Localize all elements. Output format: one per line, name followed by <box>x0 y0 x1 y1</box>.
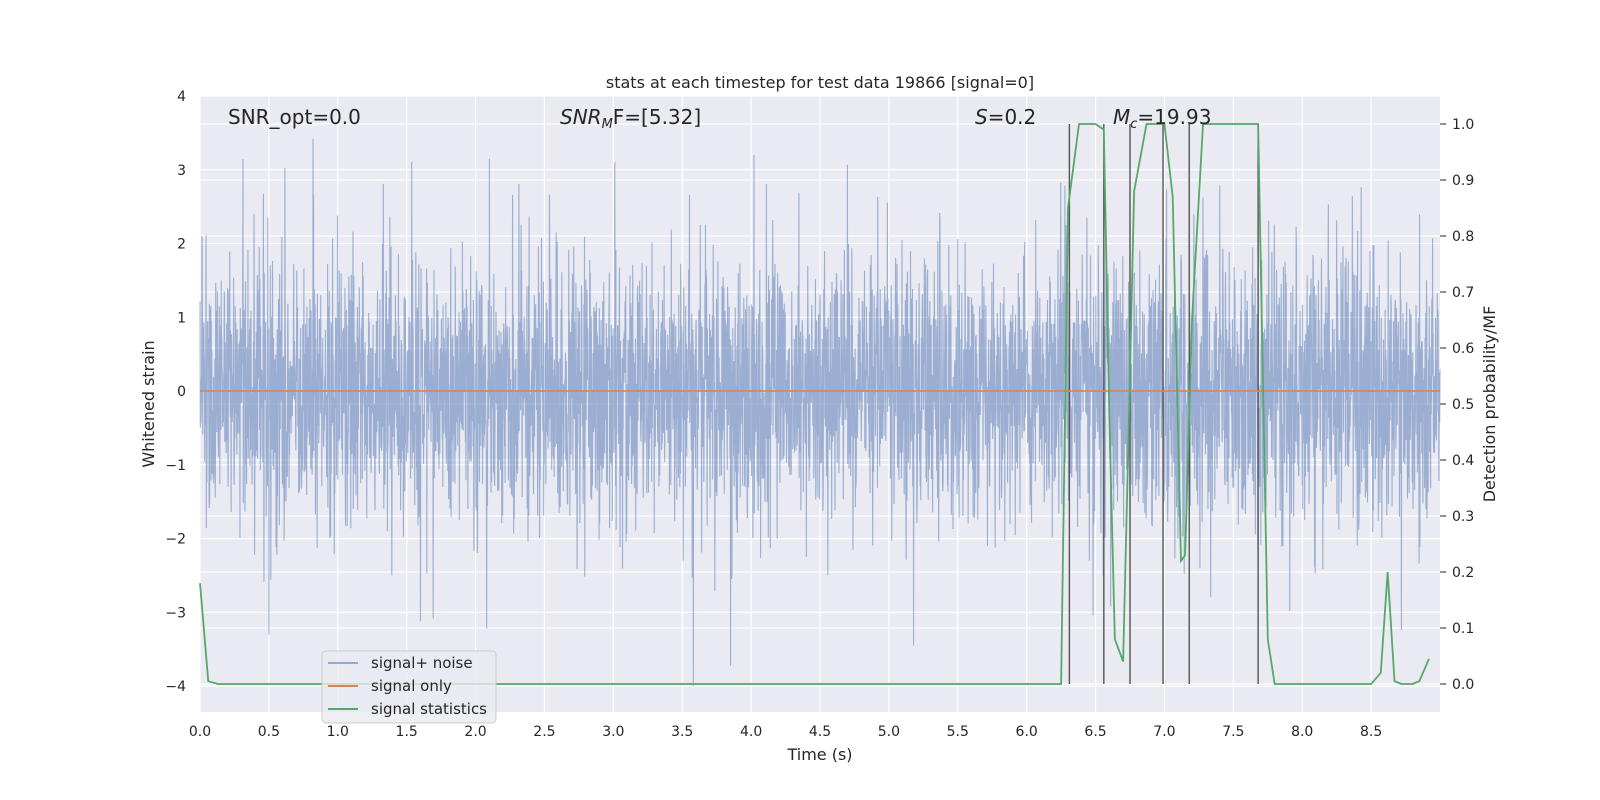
ticks: 0.0 0.5 1.0 1.5 2.0 2.5 3.0 3.5 4.0 4.5 5.0 5.5 6.0 6… <box>165 89 1474 740</box>
x-tick-label: 5.5 <box>947 724 969 740</box>
y-right-tick-label: 0.7 <box>1452 285 1474 301</box>
y-right-tick-label: 1.0 <box>1452 117 1474 133</box>
x-tick-label: 4.5 <box>809 724 831 740</box>
x-tick-label: 0.0 <box>189 724 211 740</box>
y-left-tick-label: −1 <box>165 458 186 474</box>
x-tick-label: 1.0 <box>327 724 349 740</box>
y-right-tick-label: 0.1 <box>1452 621 1474 637</box>
y-left-tick-label: 1 <box>177 310 186 326</box>
legend-label-signal-only: signal only <box>371 677 452 695</box>
x-tick-label: 3.5 <box>671 724 693 740</box>
x-tick-label: 6.5 <box>1084 724 1106 740</box>
y-left-tick-label: 4 <box>177 89 186 105</box>
x-tick-label: 7.5 <box>1222 724 1244 740</box>
signal-noise-line <box>199 138 1441 687</box>
x-tick-label: 4.0 <box>740 724 762 740</box>
s-annotation: S=0.2 <box>975 105 1036 129</box>
y-right-tick-label: 0.6 <box>1452 341 1474 357</box>
x-axis-label: Time (s) <box>786 745 852 764</box>
y-left-tick-label: −3 <box>165 605 186 621</box>
y-left-tick-label: 2 <box>177 237 186 253</box>
x-tick-label: 2.0 <box>464 724 486 740</box>
y-axis-left-label: Whitened strain <box>139 340 158 467</box>
snr-opt-annotation: SNR_opt=0.0 <box>228 105 361 129</box>
x-tick-label: 8.0 <box>1291 724 1313 740</box>
y-right-tick-label: 0.3 <box>1452 509 1474 525</box>
y-right-tick-label: 0.5 <box>1452 397 1474 413</box>
y-left-tick-label: −4 <box>165 679 186 695</box>
x-tick-label: 5.0 <box>878 724 900 740</box>
y-left-tick-label: 0 <box>177 384 186 400</box>
x-tick-label: 8.5 <box>1360 724 1382 740</box>
y-right-tick-label: 0.2 <box>1452 565 1474 581</box>
x-tick-label: 1.5 <box>396 724 418 740</box>
mc-annotation: Mc=19.93 <box>1113 105 1211 132</box>
x-tick-label: 2.5 <box>533 724 555 740</box>
y-right-tick-label: 0.4 <box>1452 453 1474 469</box>
legend-label-signal-statistics: signal statistics <box>371 700 487 718</box>
legend-box <box>321 650 497 724</box>
signal-noise-series <box>199 138 1441 687</box>
chart-title: stats at each timestep for test data 198… <box>606 73 1034 92</box>
y-left-tick-label: 3 <box>177 163 186 179</box>
snr-mf-annotation: SNRMF=[5.32] <box>560 105 701 132</box>
x-tick-label: 6.0 <box>1016 724 1038 740</box>
x-tick-label: 3.0 <box>602 724 624 740</box>
x-tick-label: 7.0 <box>1153 724 1175 740</box>
signal-statistics-line <box>199 123 1430 685</box>
y-right-tick-label: 0.0 <box>1452 677 1474 693</box>
y-left-tick-label: −2 <box>165 532 186 548</box>
y-right-tick-label: 0.8 <box>1452 229 1474 245</box>
x-tick-label: 0.5 <box>258 724 280 740</box>
signal-statistics-series <box>199 123 1430 685</box>
y-right-tick-label: 0.9 <box>1452 173 1474 189</box>
y-axis-right-label: Detection probability/MF <box>1480 306 1499 503</box>
legend: signal+ noise signal only signal statist… <box>321 650 497 724</box>
legend-label-signal-noise: signal+ noise <box>371 654 473 672</box>
